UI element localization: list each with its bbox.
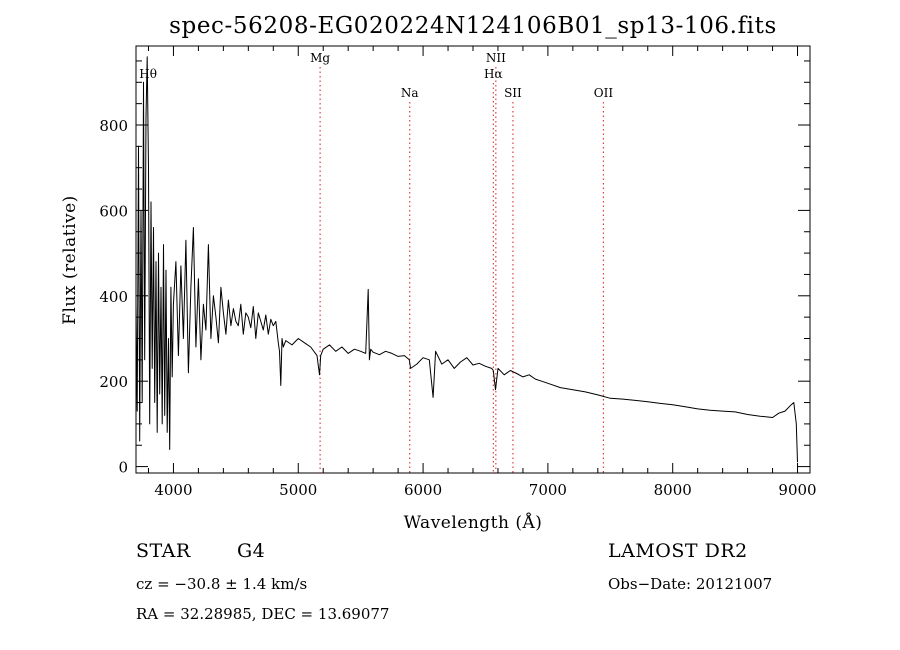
x-tick-label: 9000 <box>778 481 816 499</box>
y-tick-label: 800 <box>99 117 128 135</box>
chart-title: spec-56208-EG020224N124106B01_sp13-106.f… <box>169 13 777 39</box>
spectrum-line <box>135 56 798 463</box>
marker-label: OII <box>594 86 614 100</box>
marker-label: Na <box>401 86 419 100</box>
x-axis-label: Wavelength (Å) <box>404 512 543 533</box>
series-layer <box>135 56 798 463</box>
x-tick-label: 6000 <box>404 481 442 499</box>
x-tick-label: 7000 <box>529 481 567 499</box>
x-tick-label: 5000 <box>279 481 317 499</box>
y-tick-label: 200 <box>99 373 128 391</box>
observation-date: Obs−Date: 20121007 <box>608 575 773 593</box>
y-axis-label: Flux (relative) <box>60 195 80 325</box>
marker-label: NII <box>486 51 506 65</box>
y-tick-label: 600 <box>99 202 128 220</box>
axis-ticks: 4000 5000 6000 7000 8000 9000 0 200 400 600 800 <box>99 46 817 499</box>
x-tick-label: 8000 <box>654 481 692 499</box>
object-class: STAR <box>136 540 191 562</box>
marker-label: Hθ <box>139 67 157 81</box>
x-tick-label: 4000 <box>154 481 192 499</box>
marker-label: Hα <box>484 67 503 81</box>
y-tick-label: 400 <box>99 288 128 306</box>
survey-name: LAMOST DR2 <box>608 540 748 562</box>
y-tick-label: 0 <box>118 459 128 477</box>
object-subclass: G4 <box>237 540 266 562</box>
marker-label: Mg <box>310 51 330 65</box>
plot-area <box>135 45 811 474</box>
coordinates: RA = 32.28985, DEC = 13.69077 <box>136 605 390 623</box>
redshift-velocity: cz = −30.8 ± 1.4 km/s <box>136 575 308 593</box>
marker-label: SII <box>504 86 522 100</box>
